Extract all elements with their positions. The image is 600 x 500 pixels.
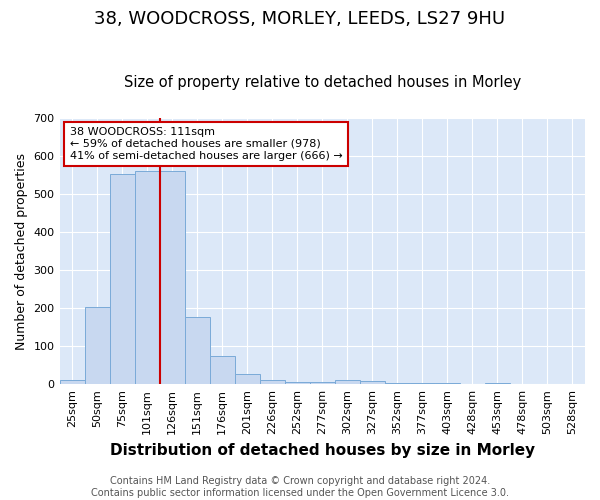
Bar bbox=[360, 381, 385, 384]
Bar bbox=[285, 382, 310, 384]
Text: Contains HM Land Registry data © Crown copyright and database right 2024.
Contai: Contains HM Land Registry data © Crown c… bbox=[91, 476, 509, 498]
Bar bbox=[385, 382, 410, 384]
Bar bbox=[410, 383, 435, 384]
Bar bbox=[134, 170, 160, 384]
Text: 38 WOODCROSS: 111sqm
← 59% of detached houses are smaller (978)
41% of semi-deta: 38 WOODCROSS: 111sqm ← 59% of detached h… bbox=[70, 128, 343, 160]
Bar bbox=[310, 382, 335, 384]
Title: Size of property relative to detached houses in Morley: Size of property relative to detached ho… bbox=[124, 76, 521, 90]
Bar bbox=[85, 306, 110, 384]
Bar bbox=[185, 316, 209, 384]
Bar bbox=[110, 174, 134, 384]
Bar bbox=[235, 374, 260, 384]
X-axis label: Distribution of detached houses by size in Morley: Distribution of detached houses by size … bbox=[110, 442, 535, 458]
Bar bbox=[485, 382, 510, 384]
Bar bbox=[335, 380, 360, 384]
Text: 38, WOODCROSS, MORLEY, LEEDS, LS27 9HU: 38, WOODCROSS, MORLEY, LEEDS, LS27 9HU bbox=[94, 10, 506, 28]
Bar bbox=[209, 356, 235, 384]
Bar bbox=[260, 380, 285, 384]
Bar bbox=[160, 170, 185, 384]
Y-axis label: Number of detached properties: Number of detached properties bbox=[15, 152, 28, 350]
Bar bbox=[59, 380, 85, 384]
